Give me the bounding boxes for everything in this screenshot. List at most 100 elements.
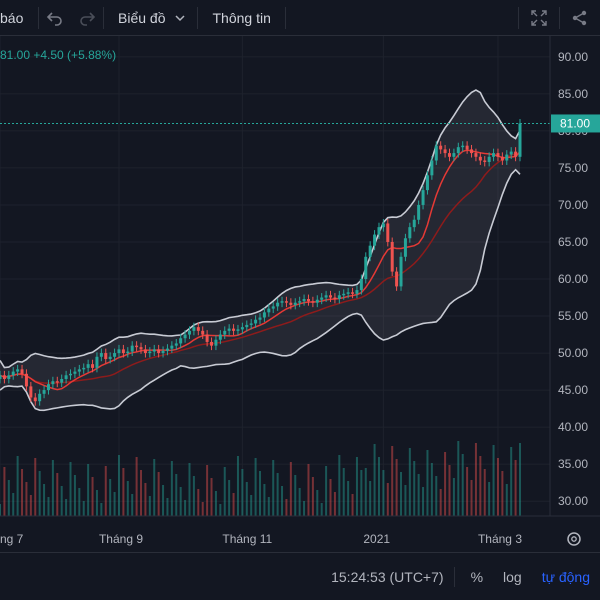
candle-body (245, 324, 249, 328)
redo-button[interactable] (71, 0, 103, 36)
candle-body (104, 353, 108, 359)
volume-bar (320, 503, 323, 516)
price-chart[interactable]: 90.0085.0080.0075.0070.0065.0060.0055.00… (0, 36, 600, 552)
y-tick-label: 85.00 (558, 87, 588, 101)
volume-bar (298, 488, 301, 516)
auto-scale-toggle[interactable]: tự động (541, 568, 590, 585)
volume-bar (51, 460, 54, 516)
chart-area[interactable]: 90.0085.0080.0075.0070.0065.0060.0055.00… (0, 36, 600, 552)
volume-bar (259, 471, 261, 516)
candle-body (165, 348, 169, 351)
volume-bar (29, 495, 32, 516)
volume-bar (329, 479, 332, 516)
candle-body (456, 147, 460, 154)
candle-body (412, 219, 416, 228)
volume-bar (461, 454, 464, 516)
candle-body (113, 353, 117, 357)
x-tick-label: Tháng 11 (222, 532, 272, 546)
volume-bar (219, 504, 222, 516)
volume-bar (228, 480, 231, 516)
candle-body (192, 327, 196, 331)
volume-bar (250, 495, 253, 516)
volume-bar (417, 474, 420, 516)
toolbar-divider (559, 6, 560, 29)
candle-body (232, 328, 236, 331)
volume-bar (263, 484, 266, 516)
volume-bar (69, 462, 72, 516)
volume-bar (236, 456, 239, 516)
volume-bar (519, 443, 521, 516)
log-toggle[interactable]: log (503, 568, 522, 585)
candle-body (143, 349, 147, 354)
volume-bar (426, 450, 429, 516)
volume-bar (408, 448, 411, 516)
volume-bar (210, 478, 213, 516)
chart-type-dropdown[interactable]: Biểu đồ (104, 0, 197, 36)
y-tick-label: 60.00 (558, 272, 588, 286)
volume-bar (355, 457, 358, 516)
toolbar-divider (197, 6, 199, 29)
candle-body (24, 373, 28, 387)
undo-button[interactable] (39, 0, 71, 36)
settings-gear-icon[interactable] (567, 532, 581, 546)
candle-body (293, 302, 297, 305)
candle-body (355, 290, 359, 294)
chevron-down-icon (175, 14, 186, 21)
volume-bar (3, 467, 6, 516)
bottom-divider (453, 566, 455, 587)
bollinger-band-fill (0, 90, 520, 411)
candle-body (183, 334, 187, 339)
volume-bar (311, 477, 314, 516)
candle-body (284, 301, 288, 303)
volume-bar (201, 502, 204, 516)
info-button[interactable]: Thông tin (198, 0, 284, 36)
volume-bar (470, 480, 473, 516)
volume-bar (206, 465, 209, 516)
fullscreen-button[interactable] (519, 0, 559, 36)
volume-bar (192, 476, 195, 516)
candle-body (337, 295, 341, 299)
candle-body (0, 375, 2, 379)
candle-body (73, 371, 77, 374)
info-label: Thông tin (212, 9, 271, 26)
volume-bar (16, 456, 19, 516)
volume-bar (43, 484, 46, 516)
price-legend: 81.00 +4.50 (+5.88%) (0, 48, 116, 62)
volume-bar (289, 462, 292, 516)
candle-body (196, 327, 200, 331)
volume-bar (276, 473, 279, 516)
current-price-label: 81.00 (560, 116, 590, 130)
candle-body (42, 390, 46, 394)
x-tick-label: ng 7 (0, 532, 24, 546)
candle-body (223, 330, 227, 335)
volume-bar (245, 482, 248, 516)
candle-body (478, 156, 482, 161)
candle-body (496, 153, 500, 157)
candle-body (298, 301, 302, 303)
y-tick-label: 45.00 (558, 383, 588, 397)
volume-bar (157, 472, 160, 516)
volume-bar (82, 501, 85, 516)
candle-body (2, 375, 6, 379)
volume-bar (7, 480, 10, 516)
volume-bar (56, 473, 59, 516)
legend-text: 81.00 +4.50 (+5.88%) (0, 48, 117, 62)
candle-body (7, 375, 11, 379)
chart-type-label: Biểu đồ (118, 9, 166, 26)
volume-bar (95, 490, 98, 516)
toolbar-item-partial[interactable]: báo (0, 0, 38, 36)
candle-body (210, 341, 214, 346)
volume-bar (404, 485, 407, 516)
y-tick-label: 90.00 (558, 50, 588, 64)
candle-body (33, 397, 37, 402)
candle-body (417, 204, 421, 220)
candle-body (152, 349, 156, 352)
candle-body (130, 345, 134, 352)
percent-toggle[interactable]: % (470, 568, 484, 585)
candle-body (329, 295, 333, 298)
volume-bar (179, 487, 182, 516)
candle-body (271, 306, 275, 309)
volume-bar (333, 492, 336, 516)
candle-body (29, 386, 33, 398)
share-button[interactable] (560, 0, 600, 36)
